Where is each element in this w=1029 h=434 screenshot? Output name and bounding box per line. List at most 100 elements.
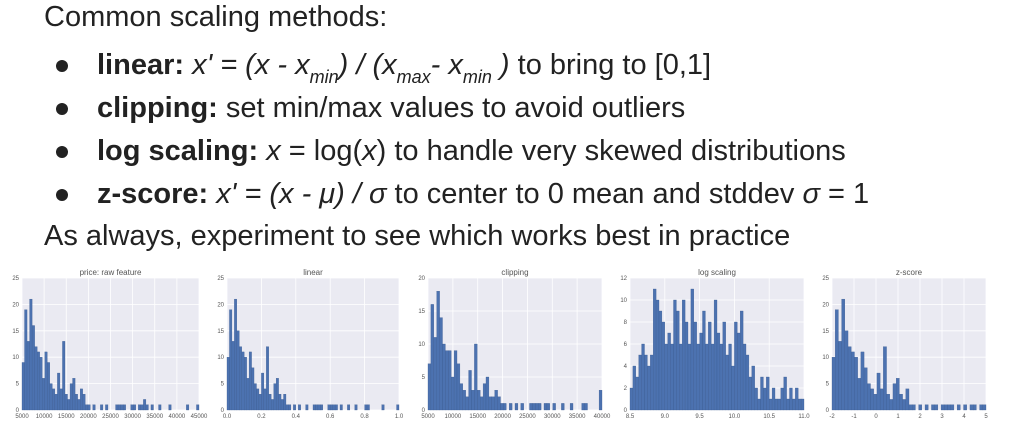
x-tick-label: 1.0 — [395, 414, 404, 420]
histogram-z-score: z-score 0 5 10 15 20 25 -2 -1 0 1 2 3 4 5 — [818, 268, 990, 426]
y-tick-label: 15 — [822, 329, 829, 335]
histogram-bar — [798, 398, 802, 411]
histogram-bar — [77, 399, 81, 411]
y-tick-label: 5 — [221, 382, 225, 388]
histogram-bar — [143, 399, 147, 411]
histogram-bar — [229, 309, 233, 411]
histogram-bar — [320, 404, 323, 411]
log-description: to handle very skewed distributions — [386, 135, 846, 167]
y-tick-label: 15 — [418, 309, 425, 315]
x-tick-label: 10000 — [445, 414, 462, 420]
histogram-bar — [851, 351, 855, 411]
histogram-bar — [835, 309, 839, 411]
histogram-bar — [248, 351, 252, 411]
histogram-bar — [969, 404, 974, 411]
histogram-bar — [728, 343, 732, 411]
histogram-bar — [327, 404, 331, 411]
histogram-bar — [876, 372, 881, 411]
histogram-bar — [883, 346, 887, 411]
x-tick-label: 0.4 — [292, 414, 301, 420]
y-tick-label: 4 — [624, 364, 628, 370]
histogram-bar — [37, 351, 40, 411]
y-tick-label: 5 — [826, 382, 830, 388]
y-tick-label: 10 — [217, 355, 224, 361]
histogram-bar — [777, 398, 781, 411]
histogram-bar — [860, 351, 865, 411]
histogram-bar — [430, 304, 434, 411]
histogram-bar — [59, 388, 63, 411]
histogram-bar — [711, 343, 715, 411]
histogram-bar — [902, 399, 906, 411]
histogram-bar — [168, 404, 172, 411]
x-tick-label: 15000 — [469, 414, 486, 420]
histogram-bar — [918, 404, 922, 411]
histogram-bar — [543, 403, 548, 411]
histogram-bar — [763, 387, 767, 411]
histogram-bar — [696, 343, 700, 411]
histogram-bar — [85, 404, 88, 411]
histogram-bar — [273, 383, 277, 411]
histogram-clipping: clipping 0 5 10 15 20 5000 10000 15000 20000 25000… — [414, 268, 611, 426]
histogram-bar — [867, 383, 871, 411]
histogram-bar — [246, 378, 250, 411]
x-tick-label: 9.5 — [695, 414, 704, 420]
histogram-bar — [196, 404, 200, 411]
histogram-bar — [520, 403, 524, 411]
histogram-bar — [471, 390, 475, 411]
histogram-bar — [445, 350, 449, 411]
x-tick-label: 11.0 — [798, 414, 810, 420]
y-tick-label: 25 — [822, 276, 829, 282]
histogram-bar — [742, 343, 747, 411]
histogram-bar — [186, 404, 190, 411]
y-tick-label: 0 — [422, 408, 426, 414]
clipping-description: set min/max values to avoid outliers — [217, 92, 686, 124]
x-tick-label: -1 — [851, 414, 857, 420]
histogram-bar — [448, 350, 452, 411]
histogram-bar — [293, 404, 296, 411]
histogram-bar — [278, 394, 282, 411]
x-tick-label: 1 — [896, 414, 900, 420]
histogram-bar — [963, 404, 967, 411]
y-tick-label: 20 — [12, 302, 19, 308]
histogram-bar — [283, 394, 287, 411]
histogram-bar — [258, 394, 262, 411]
x-tick-label: 25000 — [519, 414, 536, 420]
histogram-bar — [844, 330, 849, 411]
histogram-bar — [780, 387, 784, 411]
histogram-bar — [54, 394, 58, 411]
x-tick-label: 8.5 — [626, 414, 635, 420]
histogram-bar — [439, 317, 443, 411]
histogram-bar — [251, 367, 255, 411]
histogram-bar — [584, 403, 588, 411]
z-score-tail: = 1 — [819, 178, 870, 210]
y-tick-label: 10 — [418, 342, 425, 348]
histogram-bar — [332, 404, 336, 411]
histogram-bar — [561, 403, 565, 411]
histogram-bar — [912, 404, 916, 411]
histogram-bar — [655, 299, 660, 411]
histogram-bar — [650, 354, 654, 411]
slide-heading: Common scaling methods: — [44, 1, 388, 33]
histogram-bar — [396, 404, 400, 411]
x-tick-label: 40000 — [594, 414, 611, 420]
histogram-bar — [305, 404, 309, 411]
x-tick-label: 3 — [940, 414, 944, 420]
histogram-bar — [973, 404, 977, 411]
y-tick-label: 20 — [418, 276, 425, 282]
histogram-bar — [647, 365, 651, 411]
histogram-bar — [569, 403, 574, 411]
histogram-bar — [905, 388, 910, 411]
histogram-bar — [679, 343, 683, 411]
histogram-bar — [766, 376, 770, 411]
histogram-bar — [740, 310, 744, 411]
histogram-bar — [690, 288, 694, 411]
histogram-bar — [480, 396, 484, 411]
histogram-bar — [39, 357, 43, 411]
y-tick-label: 20 — [822, 302, 829, 308]
histogram-bar — [737, 332, 741, 411]
histogram-bar — [687, 343, 692, 411]
bullet-dot-icon — [56, 189, 68, 201]
histogram-bar — [546, 403, 550, 411]
histogram-bar — [285, 404, 289, 411]
histogram-bar — [256, 388, 260, 411]
